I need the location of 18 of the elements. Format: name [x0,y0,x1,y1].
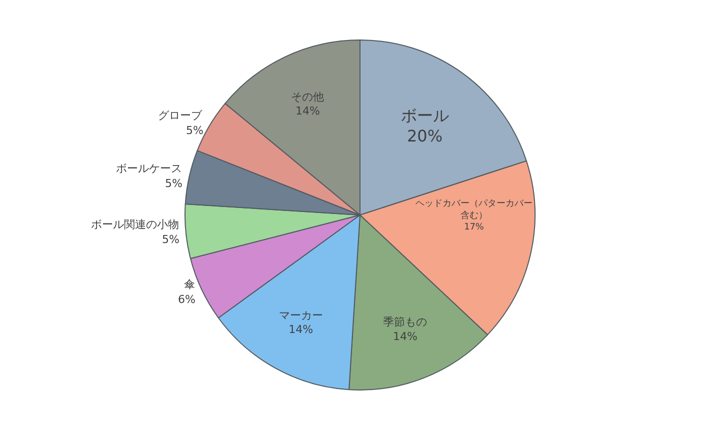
data-label: 5% [186,124,204,137]
slice-label: ボール関連の小物 [91,218,179,231]
slice-label: ボールケース [116,162,182,175]
slice-label: マーカー [278,308,323,322]
data-label: 5% [165,177,182,190]
data-label: 20% [407,126,443,146]
slice-label: 傘 [184,278,195,291]
data-label: 14% [296,104,320,118]
data-label: 14% [392,330,418,343]
data-label: 6% [178,293,196,306]
data-label: 17% [464,222,484,232]
slice-label: ヘッドカバー（パターカバー含む） [415,199,532,221]
slice-label: グローブ [158,109,203,122]
slice-label: その他 [291,90,324,104]
data-label: 14% [288,323,314,336]
slice-label: 季節もの [383,315,428,328]
slice-label: ボール [400,106,449,125]
data-label: 5% [162,233,180,246]
